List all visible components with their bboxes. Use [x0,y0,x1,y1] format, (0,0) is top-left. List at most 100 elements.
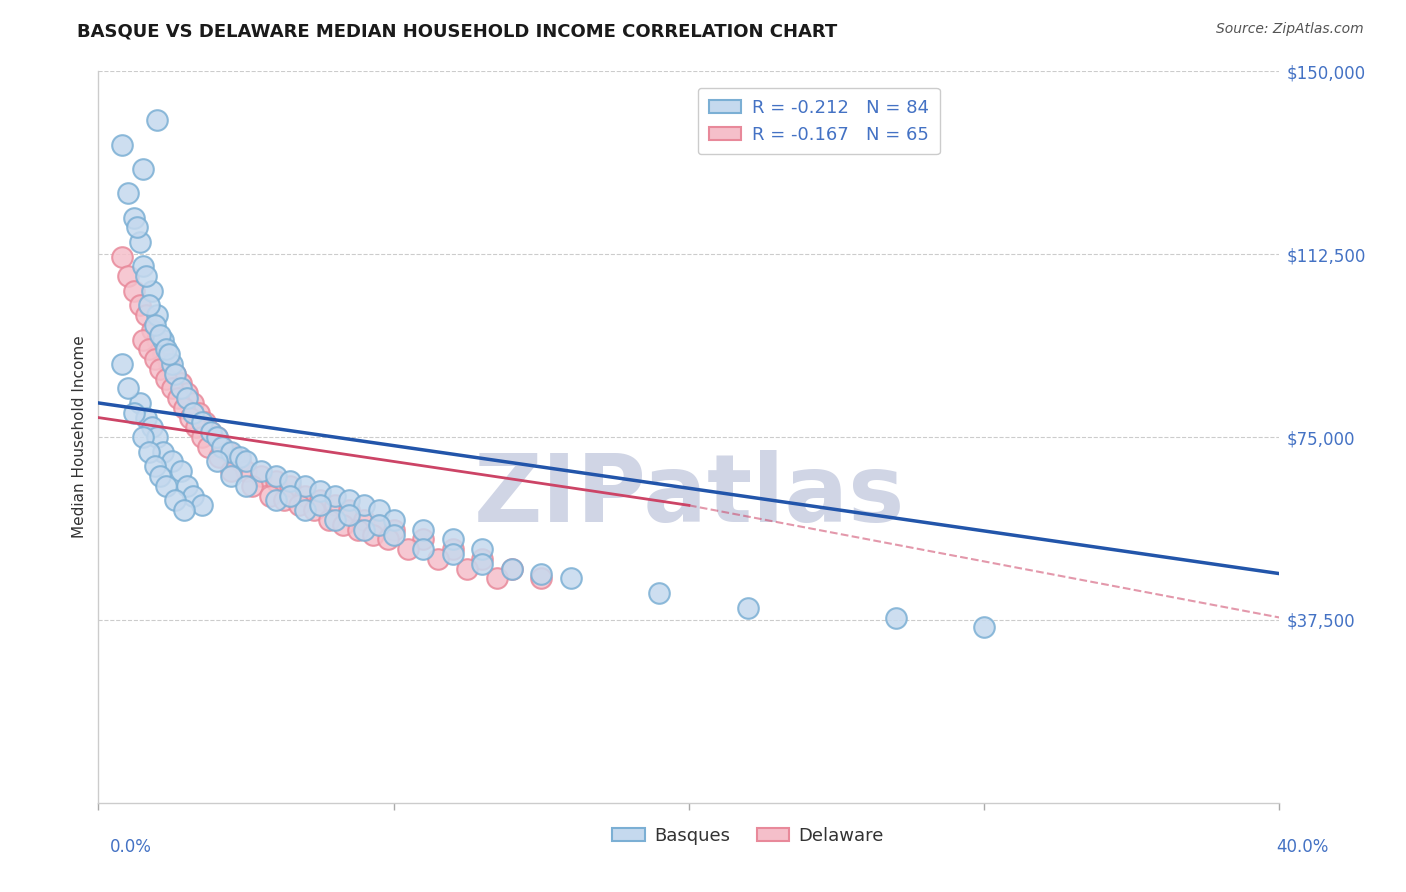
Point [530,572,553,586]
Point [155,371,177,385]
Point [125,220,148,235]
Point [486,572,509,586]
Point [211,440,233,454]
Point [309,499,332,513]
Point [157,357,180,371]
Point [194,416,217,430]
Text: ZIPatlas: ZIPatlas [474,450,904,541]
Point [240,479,263,493]
Point [197,440,219,454]
Point [211,440,233,454]
Text: 40.0%: 40.0% [1277,838,1329,856]
Point [117,186,139,201]
Point [441,542,464,557]
Point [191,430,214,444]
Point [132,333,155,347]
Point [157,347,180,361]
Point [648,586,671,600]
Point [302,503,325,517]
Point [143,318,166,332]
Point [412,523,434,537]
Text: 0.0%: 0.0% [110,838,152,856]
Point [146,430,169,444]
Point [288,499,311,513]
Point [208,450,231,464]
Point [162,381,183,395]
Point [377,533,399,547]
Point [339,493,361,508]
Point [412,542,434,557]
Point [143,352,166,367]
Point [152,347,174,361]
Point [141,323,163,337]
Point [973,620,995,634]
Point [361,527,384,541]
Point [149,361,172,376]
Point [471,542,494,557]
Point [170,464,193,478]
Point [155,343,177,357]
Point [152,444,174,458]
Point [162,357,183,371]
Point [264,493,287,508]
Point [205,430,228,444]
Point [259,489,281,503]
Point [229,450,252,464]
Point [264,469,287,483]
Point [138,343,160,357]
Point [146,333,169,347]
Legend: Basques, Delaware: Basques, Delaware [605,820,891,852]
Point [173,401,195,415]
Point [217,444,239,458]
Point [280,479,302,493]
Point [143,459,166,474]
Point [737,600,759,615]
Point [205,430,228,444]
Point [146,308,169,322]
Y-axis label: Median Household Income: Median Household Income [72,335,87,539]
Point [294,479,316,493]
Point [200,425,222,440]
Point [339,503,361,517]
Point [398,542,420,557]
Point [200,425,222,440]
Point [471,552,494,566]
Point [170,381,193,395]
Point [173,503,195,517]
Point [347,523,370,537]
Point [224,450,246,464]
Point [501,562,523,576]
Point [132,430,155,444]
Point [309,493,332,508]
Point [501,562,523,576]
Point [187,406,209,420]
Point [323,499,346,513]
Text: Source: ZipAtlas.com: Source: ZipAtlas.com [1216,22,1364,37]
Point [221,444,243,458]
Point [471,557,494,571]
Point [117,381,139,395]
Point [152,333,174,347]
Point [221,469,243,483]
Point [165,493,187,508]
Point [353,499,375,513]
Point [560,572,582,586]
Point [128,235,150,249]
Point [382,523,405,537]
Point [170,376,193,391]
Point [122,211,145,225]
Point [132,161,155,176]
Point [368,503,391,517]
Point [176,391,198,405]
Point [368,517,391,532]
Point [235,479,257,493]
Point [155,479,177,493]
Point [250,464,273,478]
Point [441,547,464,561]
Point [165,367,187,381]
Point [132,260,155,274]
Point [235,464,257,478]
Point [250,469,273,483]
Point [111,357,134,371]
Point [111,137,134,152]
